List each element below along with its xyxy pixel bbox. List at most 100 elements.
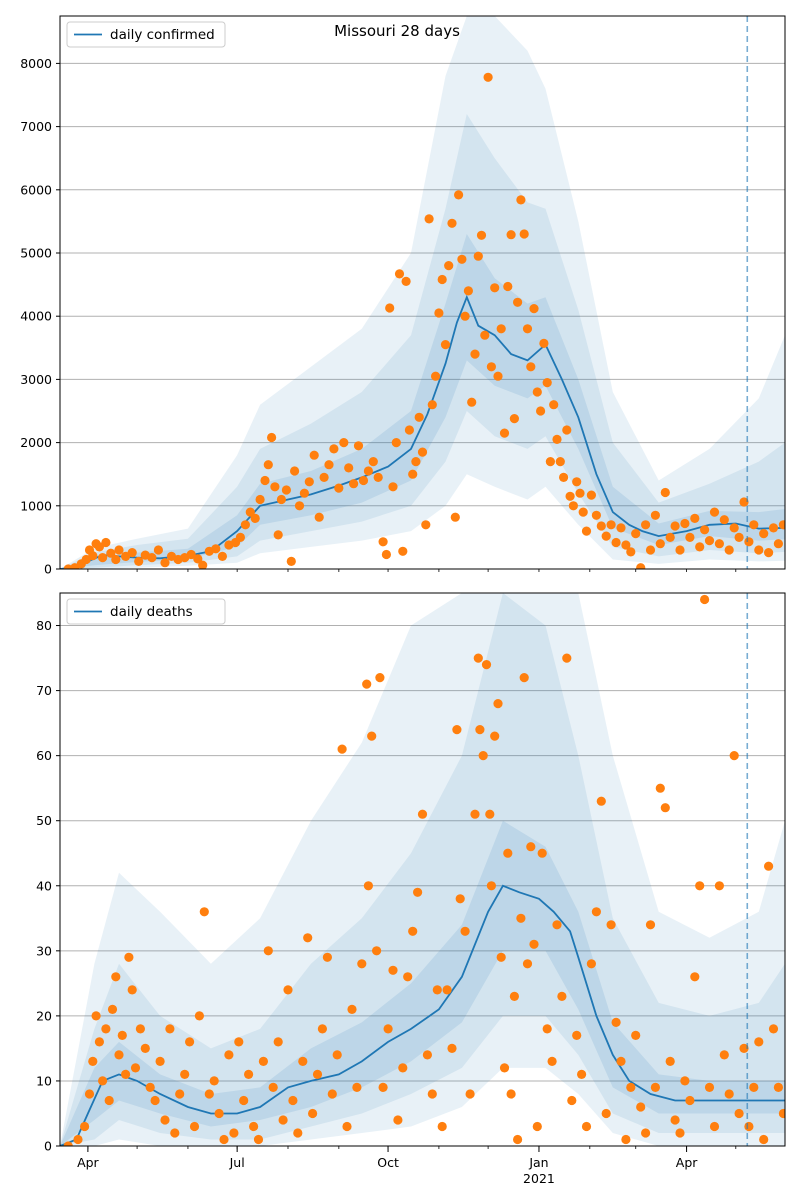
data-point xyxy=(104,1095,114,1106)
data-point xyxy=(101,537,111,548)
data-point xyxy=(244,1069,254,1079)
data-point xyxy=(690,972,700,982)
data-point xyxy=(549,400,559,410)
data-point xyxy=(234,1037,244,1047)
data-point xyxy=(267,432,277,443)
data-point xyxy=(486,362,496,372)
data-point xyxy=(357,959,367,969)
data-point xyxy=(513,1134,523,1145)
x-tick-label: Jul xyxy=(229,1155,245,1170)
data-point xyxy=(155,1056,165,1066)
y-tick-label: 5000 xyxy=(20,246,52,261)
data-point xyxy=(455,894,465,904)
data-point xyxy=(314,512,324,522)
data-point xyxy=(641,1128,651,1138)
data-point xyxy=(519,229,529,239)
data-point xyxy=(764,861,774,871)
data-point xyxy=(719,1050,729,1060)
uncertainty-band xyxy=(60,114,785,569)
data-point xyxy=(422,1050,432,1060)
data-point xyxy=(107,1004,118,1015)
data-point xyxy=(754,1037,764,1047)
data-point xyxy=(286,556,296,567)
uncertainty-band xyxy=(60,820,785,1146)
data-point xyxy=(759,1134,769,1145)
data-point xyxy=(260,475,270,486)
data-point xyxy=(127,985,137,995)
data-point xyxy=(734,1108,744,1119)
data-point xyxy=(175,1089,185,1099)
data-point xyxy=(368,457,378,467)
data-point xyxy=(704,1082,715,1092)
data-point xyxy=(363,466,373,476)
data-point xyxy=(434,308,444,318)
data-point xyxy=(503,848,513,858)
data-point xyxy=(283,985,293,995)
data-point xyxy=(312,1069,323,1079)
data-point xyxy=(552,434,562,444)
data-point xyxy=(393,1115,403,1125)
data-point xyxy=(452,725,462,735)
data-point xyxy=(552,920,562,930)
data-point xyxy=(417,809,428,819)
data-point xyxy=(394,269,405,279)
x-tick-label: Apr xyxy=(676,1155,698,1170)
data-point xyxy=(621,540,631,550)
data-point xyxy=(421,520,431,530)
data-point xyxy=(631,529,641,539)
data-point xyxy=(84,1089,95,1099)
data-point xyxy=(98,553,108,563)
data-point xyxy=(490,731,500,741)
data-point xyxy=(150,1095,160,1106)
data-point xyxy=(160,558,170,568)
data-point xyxy=(352,1082,362,1092)
legend-label: daily deaths xyxy=(110,604,193,620)
data-point xyxy=(411,457,421,467)
data-point xyxy=(362,679,372,689)
data-point xyxy=(309,450,319,460)
data-point xyxy=(460,926,470,936)
data-point xyxy=(655,539,665,549)
data-point xyxy=(276,494,286,505)
y-tick-label: 40 xyxy=(36,878,52,893)
data-point xyxy=(383,1024,393,1034)
data-point xyxy=(298,1056,308,1066)
data-point xyxy=(499,428,510,438)
data-point xyxy=(690,513,700,524)
data-point xyxy=(496,324,506,334)
data-point xyxy=(526,362,536,372)
y-tick-label: 2000 xyxy=(20,435,52,450)
data-point xyxy=(665,532,675,543)
data-point xyxy=(768,523,779,533)
data-point xyxy=(388,965,398,975)
data-point xyxy=(606,520,616,530)
data-point xyxy=(80,1121,90,1132)
data-point xyxy=(442,985,452,995)
y-tick-label: 20 xyxy=(36,1008,52,1023)
data-point xyxy=(490,283,500,293)
data-point xyxy=(332,1050,342,1060)
data-point xyxy=(127,548,137,558)
data-point xyxy=(572,1030,582,1040)
data-point xyxy=(342,1121,352,1132)
data-point xyxy=(414,412,424,422)
data-point xyxy=(460,311,470,321)
data-point xyxy=(299,488,309,498)
data-point xyxy=(111,554,121,565)
data-point xyxy=(749,520,759,530)
data-point xyxy=(322,952,332,962)
data-point xyxy=(665,1056,675,1066)
data-point xyxy=(645,545,656,555)
data-point xyxy=(473,653,483,663)
data-point xyxy=(591,907,602,917)
data-point xyxy=(480,330,490,340)
data-point xyxy=(263,946,273,956)
uncertainty-band xyxy=(60,593,785,1146)
y-tick-label: 8000 xyxy=(20,56,52,71)
data-point xyxy=(432,985,442,995)
data-point xyxy=(542,1024,552,1034)
data-point xyxy=(522,959,533,969)
data-point xyxy=(739,1043,749,1053)
data-point xyxy=(408,469,418,479)
data-point xyxy=(270,482,280,492)
